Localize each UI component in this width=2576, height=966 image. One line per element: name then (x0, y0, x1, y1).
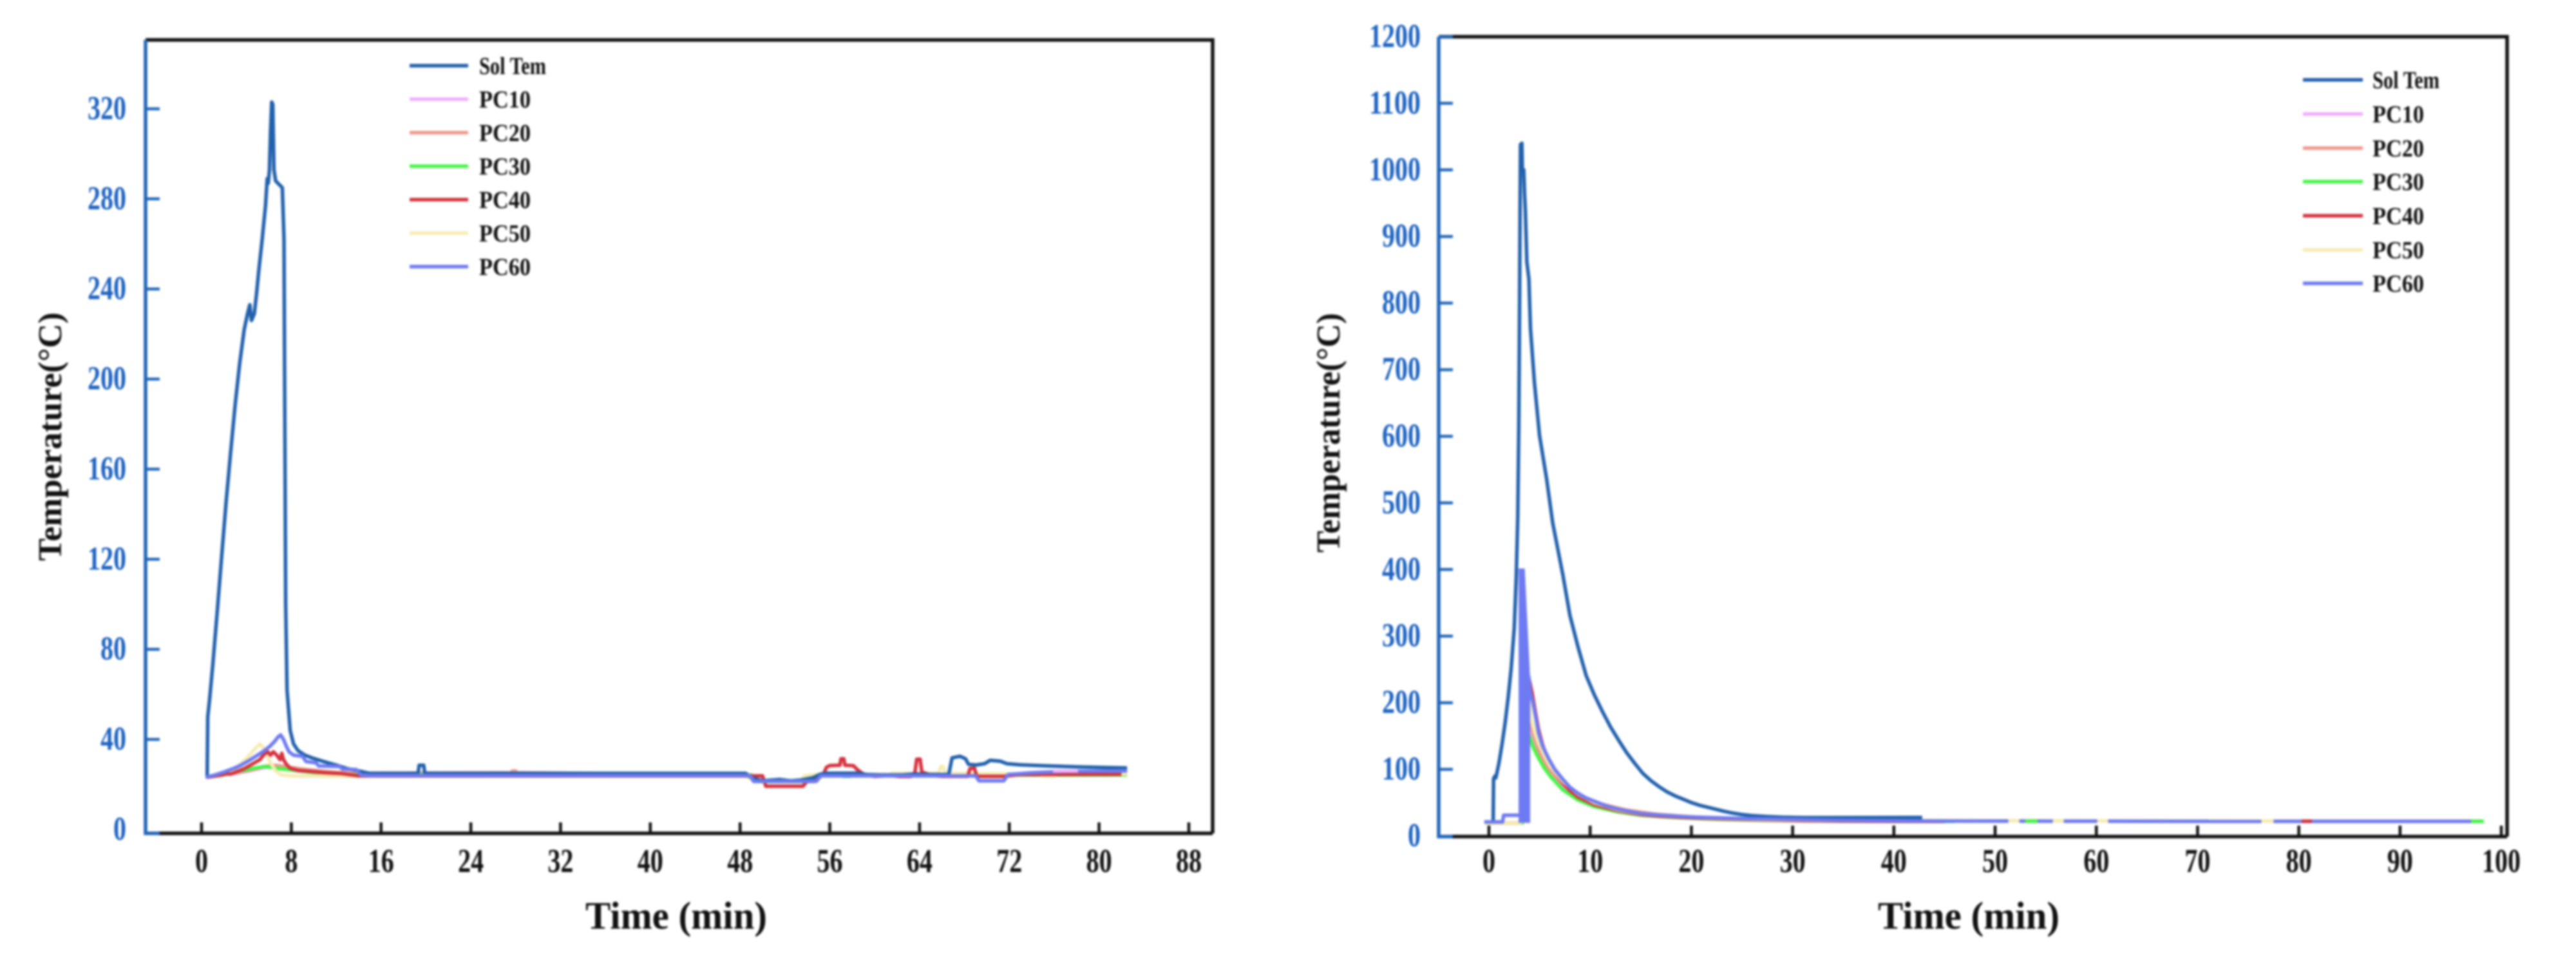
svg-text:100: 100 (2482, 843, 2521, 880)
svg-text:32: 32 (547, 843, 573, 880)
svg-text:PC40: PC40 (479, 187, 531, 214)
svg-text:72: 72 (996, 843, 1022, 880)
svg-text:1200: 1200 (1369, 18, 1421, 55)
svg-text:90: 90 (2387, 843, 2413, 880)
svg-text:20: 20 (1678, 843, 1704, 880)
svg-text:700: 700 (1382, 351, 1421, 388)
svg-text:PC20: PC20 (479, 120, 531, 147)
svg-text:40: 40 (100, 721, 126, 757)
svg-text:PC60: PC60 (479, 254, 531, 281)
svg-text:400: 400 (1382, 551, 1421, 587)
svg-text:16: 16 (368, 843, 394, 880)
svg-text:200: 200 (88, 361, 126, 397)
svg-text:320: 320 (88, 90, 126, 127)
svg-text:500: 500 (1382, 484, 1421, 521)
svg-text:0: 0 (1482, 843, 1495, 880)
svg-text:800: 800 (1382, 285, 1421, 321)
svg-text:48: 48 (727, 843, 753, 880)
svg-text:PC10: PC10 (2372, 101, 2424, 128)
svg-text:1000: 1000 (1369, 151, 1421, 188)
svg-text:0: 0 (195, 843, 208, 880)
svg-text:Time (min): Time (min) (585, 895, 767, 937)
svg-text:40: 40 (638, 843, 663, 880)
svg-text:PC40: PC40 (2372, 203, 2424, 230)
svg-text:600: 600 (1382, 418, 1421, 455)
svg-text:PC50: PC50 (2372, 237, 2424, 264)
svg-text:60: 60 (2083, 843, 2109, 880)
svg-text:160: 160 (88, 451, 126, 488)
svg-text:80: 80 (1086, 843, 1112, 880)
svg-text:PC10: PC10 (479, 86, 531, 113)
svg-text:Sol Tem: Sol Tem (2372, 67, 2439, 94)
svg-text:24: 24 (458, 843, 484, 880)
svg-text:8: 8 (285, 843, 298, 880)
svg-text:80: 80 (2286, 843, 2312, 880)
svg-text:30: 30 (1780, 843, 1806, 880)
svg-text:PC60: PC60 (2372, 270, 2424, 298)
svg-text:10: 10 (1577, 843, 1603, 880)
svg-text:56: 56 (817, 843, 843, 880)
svg-text:40: 40 (1881, 843, 1907, 880)
svg-text:PC20: PC20 (2372, 135, 2424, 162)
svg-text:70: 70 (2184, 843, 2210, 880)
svg-text:240: 240 (88, 270, 126, 307)
svg-text:280: 280 (88, 180, 126, 217)
svg-text:Temperature(°C): Temperature(°C) (1311, 313, 1347, 553)
svg-text:1100: 1100 (1369, 84, 1421, 121)
svg-text:PC30: PC30 (479, 153, 531, 180)
svg-text:Temperature(°C): Temperature(°C) (32, 312, 69, 561)
svg-text:50: 50 (1982, 843, 2008, 880)
svg-text:120: 120 (88, 540, 126, 577)
svg-text:200: 200 (1382, 684, 1421, 721)
svg-text:0: 0 (1408, 817, 1421, 854)
svg-text:PC50: PC50 (479, 220, 531, 247)
svg-text:80: 80 (100, 630, 126, 667)
svg-text:Sol Tem: Sol Tem (479, 53, 546, 80)
svg-text:300: 300 (1382, 618, 1421, 654)
svg-text:100: 100 (1382, 751, 1421, 788)
svg-text:PC30: PC30 (2372, 169, 2424, 196)
svg-text:Time (min): Time (min) (1878, 895, 2060, 937)
svg-text:0: 0 (113, 811, 126, 848)
svg-text:64: 64 (907, 843, 933, 880)
svg-text:88: 88 (1176, 843, 1202, 880)
svg-text:900: 900 (1382, 218, 1421, 254)
